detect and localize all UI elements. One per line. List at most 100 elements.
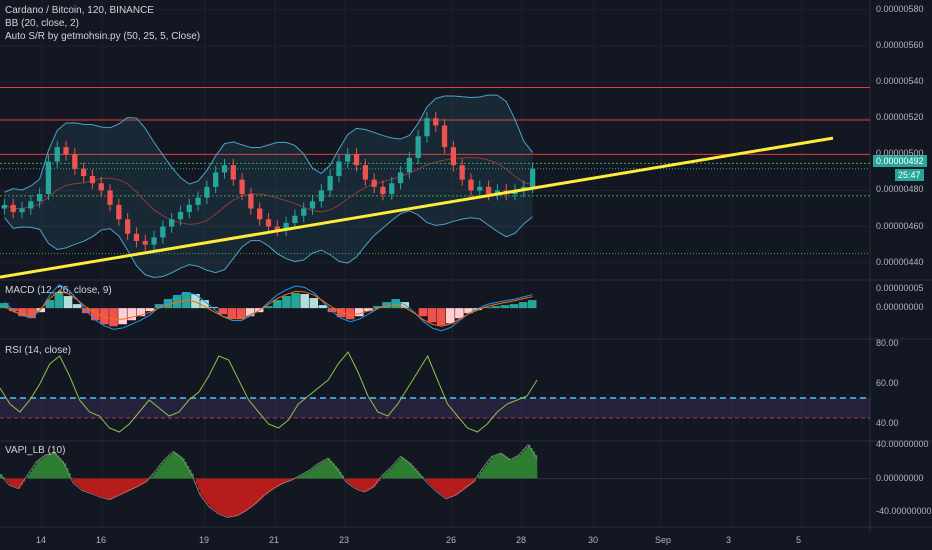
price-tick-label: 0.00000480 <box>876 184 924 195</box>
candle-body <box>133 233 140 241</box>
vapi-bar <box>368 478 372 490</box>
macd-histogram-bar <box>327 308 337 313</box>
vapi-bar <box>234 478 237 517</box>
macd-histogram-bar <box>109 308 118 327</box>
vapi-bar <box>445 478 449 499</box>
vapi-bar <box>9 478 12 486</box>
candle-body <box>195 197 201 205</box>
vapi-bar <box>295 477 299 479</box>
macd-histogram-bar <box>445 308 455 324</box>
vapi-bar <box>13 478 17 487</box>
macd-tick-label: 0.00000005 <box>876 283 924 294</box>
vapi-bar <box>134 478 137 489</box>
vapi-bar <box>211 478 215 509</box>
vapi-bar <box>75 478 78 485</box>
vapi-bar <box>484 465 488 479</box>
current-price-badge: 0.00000492 <box>873 155 927 167</box>
candle-body <box>292 215 298 223</box>
vapi-bar <box>200 478 203 496</box>
vapi-bar <box>311 468 315 479</box>
vapi-bar <box>509 459 513 479</box>
vapi-bar <box>489 459 492 479</box>
macd-histogram-bar <box>455 308 464 319</box>
vapi-bar <box>243 478 247 512</box>
macd-histogram-bar <box>491 306 501 309</box>
vapi-bar <box>238 478 242 515</box>
vapi-bar <box>523 449 526 479</box>
vapi-bar <box>402 458 406 479</box>
macd-histogram-bar <box>100 308 109 325</box>
vapi-bar <box>461 478 465 491</box>
rsi-label[interactable]: RSI (14, close) <box>5 345 72 356</box>
bollinger-upper <box>4 94 533 193</box>
vapi-bar <box>391 466 394 479</box>
rsi-tick-label: 40.00 <box>876 418 899 428</box>
vapi-bar <box>288 478 292 482</box>
candle-body <box>177 212 184 220</box>
candle-body <box>336 161 342 177</box>
vapi-label[interactable]: VAPI_LB (10) <box>5 445 66 456</box>
macd-histogram-bar <box>273 300 282 309</box>
vapi-bar <box>514 457 517 479</box>
candle-body <box>116 204 122 220</box>
macd-histogram-bar <box>209 307 218 309</box>
candle-body <box>477 186 483 191</box>
vapi-bar <box>150 476 153 479</box>
vapi-bar <box>493 455 497 479</box>
candle-body <box>257 208 263 220</box>
vapi-bar <box>120 478 124 495</box>
candle-body <box>494 190 501 195</box>
candle-body <box>265 219 272 227</box>
macd-histogram-bar <box>136 308 146 317</box>
vapi-bar <box>273 478 276 489</box>
vapi-bar <box>398 459 401 479</box>
time-tick-label: 26 <box>446 535 457 545</box>
vapi-bar <box>122 478 126 494</box>
bb-indicator-label[interactable]: BB (20, close, 2) <box>5 18 79 29</box>
sr-indicator-label[interactable]: Auto S/R by getmohsin.py (50, 25, 5, Clo… <box>5 31 201 42</box>
vapi-bar <box>532 451 536 479</box>
vapi-bar <box>141 478 144 485</box>
macd-histogram-bar <box>500 305 510 309</box>
candle-body <box>301 208 307 216</box>
vapi-bar <box>241 478 244 514</box>
vapi-bar <box>339 471 342 479</box>
time-tick-label: 3 <box>726 535 732 545</box>
vapi-bar <box>357 478 360 490</box>
macd-histogram-bar <box>118 308 127 325</box>
candle-body <box>327 176 333 191</box>
vapi-bar <box>427 478 431 484</box>
vapi-bar <box>86 478 90 493</box>
vapi-bar <box>216 478 219 513</box>
vapi-bar <box>209 478 212 508</box>
vapi-bar <box>54 453 58 479</box>
vapi-bar <box>298 476 301 479</box>
vapi-bar <box>263 478 267 496</box>
macd-histogram-bar <box>318 305 328 309</box>
vapi-bar <box>500 453 504 479</box>
vapi-bar <box>252 478 256 506</box>
vapi-bar <box>466 478 470 487</box>
candle-body <box>160 226 166 238</box>
vapi-bar <box>395 461 399 479</box>
candle-body <box>204 186 210 198</box>
candle-body <box>468 179 474 191</box>
vapi-bar <box>386 470 390 479</box>
vapi-bar <box>170 453 174 479</box>
vapi-bar <box>104 478 108 499</box>
vapi-bar <box>36 461 39 479</box>
candle-body <box>274 226 280 231</box>
macd-label[interactable]: MACD (12, 26, close, 9) <box>5 285 112 296</box>
price-tick-label: 0.00000520 <box>876 112 924 123</box>
macd-histogram-bar <box>427 308 437 323</box>
macd-line <box>4 284 533 332</box>
candle-body <box>151 237 157 245</box>
vapi-bar <box>418 473 422 479</box>
macd-histogram-bar <box>18 308 27 317</box>
vapi-bar <box>491 456 495 479</box>
vapi-bar <box>175 453 178 479</box>
macd-histogram-bar <box>154 304 164 309</box>
vapi-bar <box>334 465 338 479</box>
vapi-bar <box>373 478 376 487</box>
candle-body <box>318 190 324 202</box>
